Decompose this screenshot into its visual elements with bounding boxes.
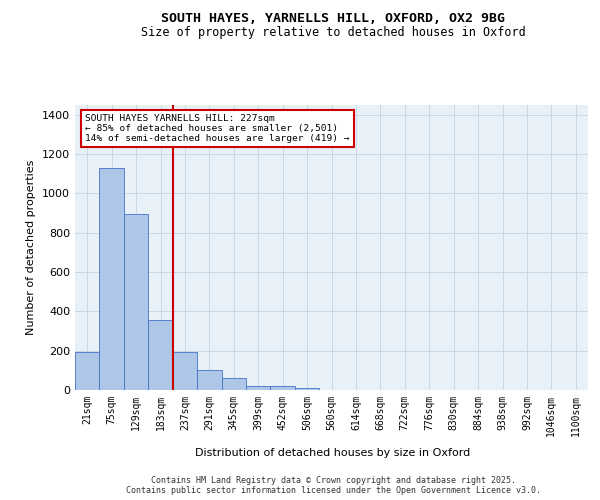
Text: SOUTH HAYES, YARNELLS HILL, OXFORD, OX2 9BG: SOUTH HAYES, YARNELLS HILL, OXFORD, OX2 … bbox=[161, 12, 505, 26]
Bar bbox=[124, 214, 148, 390]
Bar bbox=[148, 320, 173, 390]
Text: Contains HM Land Registry data © Crown copyright and database right 2025.
Contai: Contains HM Land Registry data © Crown c… bbox=[125, 476, 541, 495]
Text: Size of property relative to detached houses in Oxford: Size of property relative to detached ho… bbox=[140, 26, 526, 39]
Bar bbox=[271, 386, 295, 390]
Text: SOUTH HAYES YARNELLS HILL: 227sqm
← 85% of detached houses are smaller (2,501)
1: SOUTH HAYES YARNELLS HILL: 227sqm ← 85% … bbox=[85, 114, 350, 144]
Bar bbox=[197, 370, 221, 390]
Bar bbox=[75, 352, 100, 390]
Y-axis label: Number of detached properties: Number of detached properties bbox=[26, 160, 37, 335]
Text: Distribution of detached houses by size in Oxford: Distribution of detached houses by size … bbox=[196, 448, 470, 458]
Bar bbox=[246, 386, 271, 390]
Bar bbox=[221, 378, 246, 390]
Bar bbox=[173, 352, 197, 390]
Bar bbox=[100, 168, 124, 390]
Bar bbox=[295, 388, 319, 390]
